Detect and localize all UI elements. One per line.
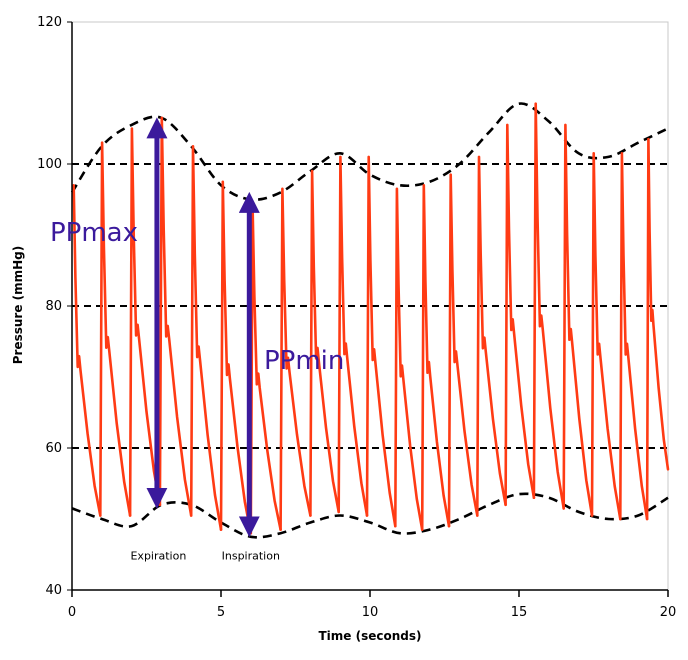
ppmin-label: PPmin xyxy=(264,346,344,376)
y-axis: 40 60 80 100 120 xyxy=(37,15,73,598)
y-tick-label: 100 xyxy=(37,157,62,172)
beat-waveform xyxy=(365,155,397,528)
beat-waveform xyxy=(562,123,594,517)
y-axis-title: Pressure (mmHg) xyxy=(11,246,25,365)
y-tick-label: 40 xyxy=(45,583,62,598)
beat-waveform xyxy=(476,155,507,517)
x-tick-label: 10 xyxy=(362,605,379,620)
lower-envelope-line xyxy=(71,492,669,539)
beat-waveform xyxy=(189,145,223,531)
beat-waveform xyxy=(420,184,451,531)
beat-waveform xyxy=(447,173,479,528)
x-axis-title: Time (seconds) xyxy=(318,629,421,643)
beat-waveform xyxy=(504,123,536,507)
x-tick-label: 20 xyxy=(660,605,677,620)
lower-envelope xyxy=(71,492,669,539)
x-tick-label: 0 xyxy=(68,605,76,620)
y-tick-label: 120 xyxy=(37,15,62,30)
beat-waveform xyxy=(645,137,670,521)
phase-label-inspiration: Inspiration xyxy=(222,549,280,562)
upper-envelope-line xyxy=(70,102,669,202)
y-tick-label: 80 xyxy=(45,299,62,314)
upper-envelope xyxy=(70,102,669,202)
beat-waveform xyxy=(619,152,649,521)
beat-waveform xyxy=(532,102,565,510)
x-axis: 0 5 10 15 20 xyxy=(68,589,677,620)
beat-waveform xyxy=(72,184,102,517)
beat-waveform xyxy=(279,187,312,531)
ppmax-label: PPmax xyxy=(50,218,138,248)
beat-waveform xyxy=(219,180,253,535)
pressure-trace xyxy=(72,102,670,535)
phase-label-expiration: Expiration xyxy=(130,549,186,562)
beat-waveform xyxy=(309,169,340,517)
beat-waveform xyxy=(337,155,369,517)
annotation-arrows xyxy=(146,117,260,538)
y-tick-label: 60 xyxy=(45,441,62,456)
beat-waveform xyxy=(99,141,132,517)
x-tick-label: 5 xyxy=(217,605,225,620)
beat-waveform xyxy=(394,187,424,531)
x-tick-label: 15 xyxy=(511,605,528,620)
beat-waveform xyxy=(158,116,193,517)
beat-waveform xyxy=(590,152,622,521)
